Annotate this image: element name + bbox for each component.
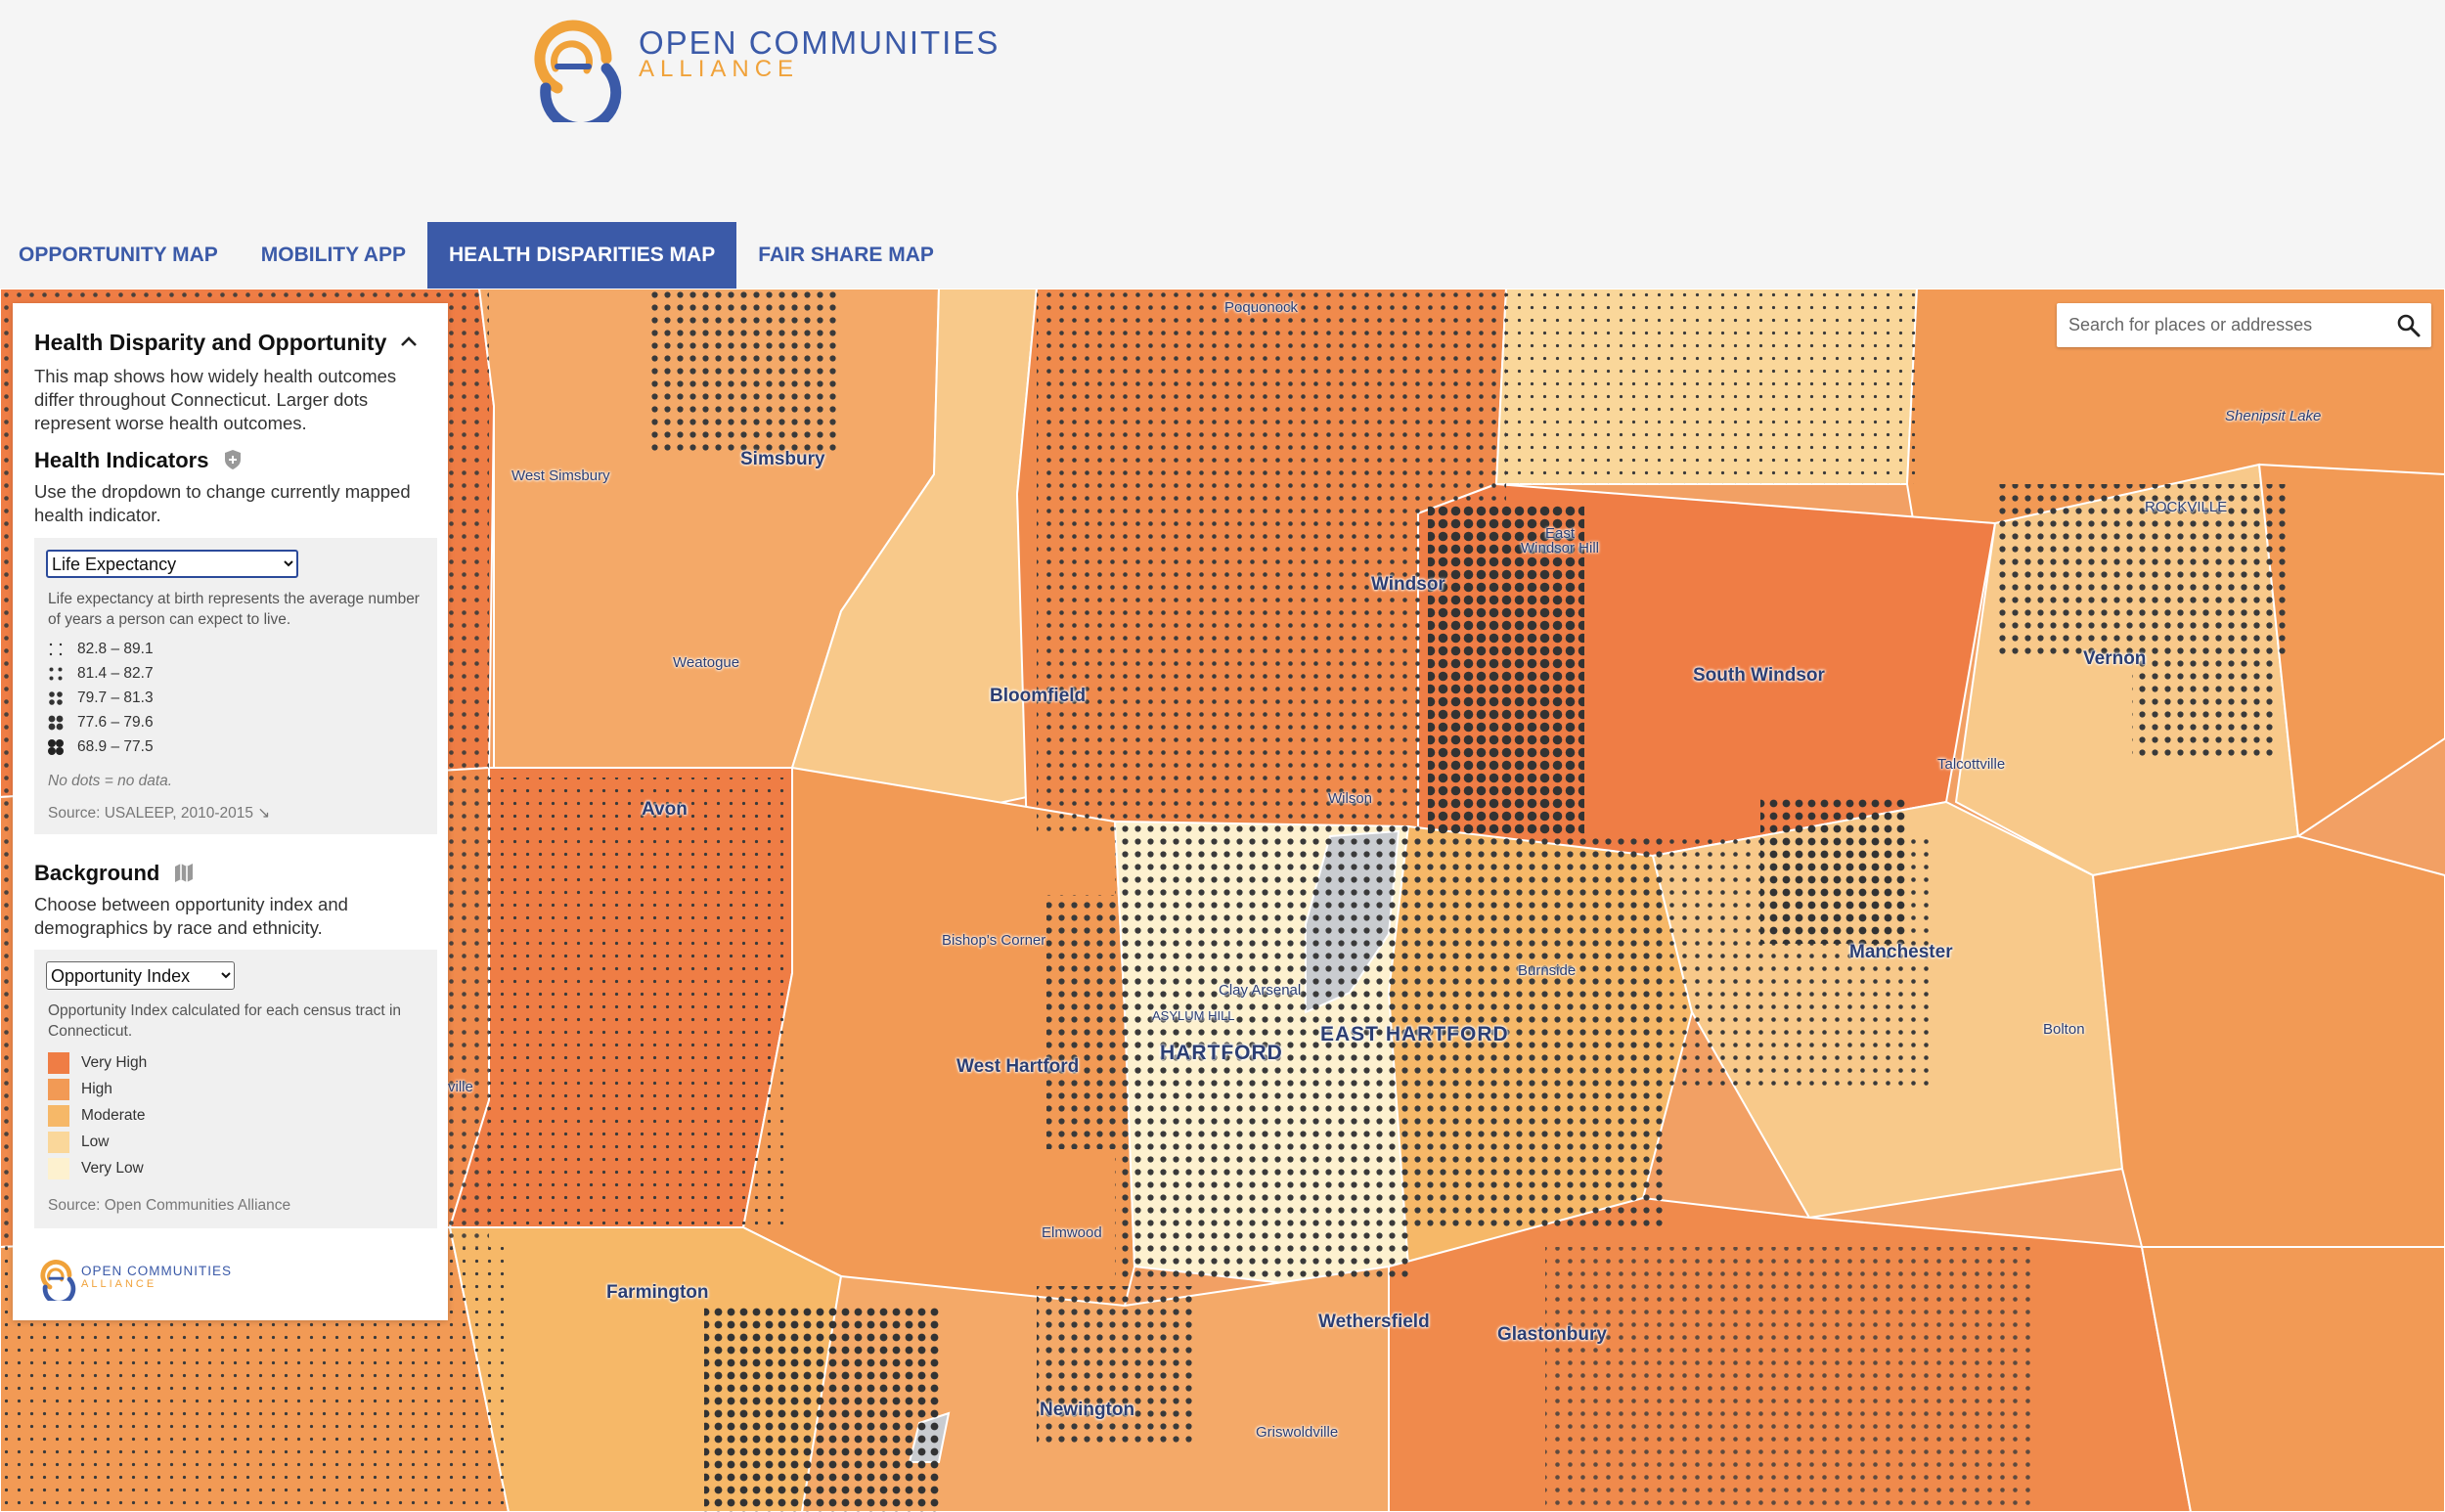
swatch-very-low: [48, 1158, 69, 1179]
place-label: Vernon: [2083, 648, 2147, 669]
swatch-moderate: [48, 1105, 69, 1127]
map-icon: [175, 864, 194, 882]
dot-range-label: 79.7 – 81.3: [77, 689, 154, 706]
place-label: West Hartford: [956, 1056, 1080, 1077]
place-label: Avon: [642, 799, 688, 820]
dot-legend-row: 81.4 – 82.7: [48, 663, 154, 685]
health-indicator-explanation: Life expectancy at birth represents the …: [48, 591, 420, 628]
place-label: Elmwood: [1042, 1224, 1102, 1241]
place-label: EAST HARTFORD: [1320, 1023, 1509, 1045]
oca-logo-mark-icon: [534, 20, 622, 122]
place-label: Poquonock: [1224, 299, 1299, 316]
health-source-link[interactable]: Source: USALEEP, 2010-2015 ↘: [48, 805, 271, 822]
background-box: Opportunity Index Opportunity Index calc…: [34, 950, 437, 1228]
background-source: Source: Open Communities Alliance: [48, 1197, 291, 1214]
dot-size-1-icon: [49, 643, 63, 656]
background-description: Choose between opportunity index and dem…: [34, 894, 348, 938]
chevron-up-icon[interactable]: [398, 331, 420, 352]
legend-panel: Health Disparity and Opportunity This ma…: [13, 303, 448, 1320]
place-label: Simsbury: [740, 449, 825, 469]
place-label: HARTFORD: [1160, 1042, 1283, 1064]
shield-plus-icon: [224, 450, 241, 469]
panel-logo-text-primary: OPEN COMMUNITIES: [81, 1264, 233, 1278]
opportunity-legend-row: Low: [48, 1132, 109, 1153]
health-indicators-heading: Health Indicators: [34, 448, 209, 472]
oca-logo[interactable]: OPEN COMMUNITIES ALLIANCE: [518, 0, 998, 122]
opportunity-class-label: High: [81, 1081, 112, 1097]
opportunity-class-label: Moderate: [81, 1107, 146, 1124]
place-label: Griswoldville: [1256, 1424, 1339, 1441]
health-indicators-description: Use the dropdown to change currently map…: [34, 481, 411, 525]
place-label: Bloomfield: [990, 686, 1087, 706]
place-label: West Simsbury: [511, 467, 610, 484]
place-label: South Windsor: [1693, 665, 1825, 686]
logo-text-secondary: ALLIANCE: [639, 56, 800, 82]
opportunity-legend-row: High: [48, 1079, 112, 1100]
opportunity-legend-row: Very High: [48, 1052, 147, 1074]
oca-logo-mark-icon: [40, 1260, 76, 1306]
tab-health-disparities-map[interactable]: HEALTH DISPARITIES MAP: [426, 222, 737, 289]
panel-title: Health Disparity and Opportunity: [34, 330, 387, 355]
background-explanation: Opportunity Index calculated for each ce…: [48, 1002, 402, 1040]
place-label: ASYLUM HILL: [1152, 1008, 1235, 1023]
health-indicator-select[interactable]: Life Expectancy: [46, 550, 298, 578]
search-input[interactable]: [2057, 303, 2384, 347]
swatch-very-high: [48, 1052, 69, 1074]
opportunity-legend-row: Moderate: [48, 1105, 145, 1127]
place-label: ROCKVILLE: [2145, 499, 2228, 515]
dot-legend-row: 82.8 – 89.1: [48, 639, 154, 660]
place-label: Wilson: [1328, 790, 1373, 807]
swatch-high: [48, 1079, 69, 1100]
panel-logo[interactable]: OPEN COMMUNITIES ALLIANCE: [34, 1252, 233, 1306]
dot-range-label: 82.8 – 89.1: [77, 641, 154, 657]
opportunity-class-label: Very Low: [81, 1160, 144, 1177]
dot-range-label: 77.6 – 79.6: [77, 714, 154, 731]
dot-legend-row: 79.7 – 81.3: [48, 688, 154, 709]
opportunity-class-label: Very High: [81, 1054, 148, 1071]
dot-legend-row: 77.6 – 79.6: [48, 712, 154, 734]
place-label: Farmington: [606, 1282, 709, 1303]
dot-range-label: 81.4 – 82.7: [77, 665, 154, 682]
place-label: East Windsor Hill: [1521, 525, 1600, 556]
logo-text-primary: OPEN COMMUNITIES: [639, 24, 1000, 61]
no-data-note: No dots = no data.: [48, 773, 173, 789]
place-label: Windsor: [1371, 574, 1445, 595]
background-heading: Background: [34, 861, 160, 885]
place-label: Manchester: [1849, 942, 1953, 962]
tab-mobility-app[interactable]: MOBILITY APP: [260, 244, 406, 266]
tab-fair-share-map[interactable]: FAIR SHARE MAP: [758, 244, 934, 266]
opportunity-class-label: Low: [81, 1134, 110, 1150]
site-header: OPEN COMMUNITIES ALLIANCE: [0, 0, 2445, 222]
panel-intro: This map shows how widely health outcome…: [34, 366, 397, 433]
place-label: Burnside: [1518, 962, 1577, 979]
opportunity-legend-row: Very Low: [48, 1158, 144, 1179]
health-indicator-box: Life Expectancy Life expectancy at birth…: [34, 538, 437, 834]
dot-size-4-icon: [48, 715, 64, 731]
background-heading-wrap: Background: [34, 861, 195, 886]
dot-range-label: 68.9 – 77.5: [77, 738, 154, 755]
main-nav: OPPORTUNITY MAP MOBILITY APP HEALTH DISP…: [0, 222, 956, 289]
dot-size-3-icon: [49, 691, 63, 705]
background-select[interactable]: Opportunity Index: [46, 961, 235, 990]
place-label: Shenipsit Lake: [2225, 408, 2322, 424]
place-label: Clay Arsenal: [1219, 982, 1302, 999]
place-label: ville: [448, 1079, 473, 1095]
place-label: Glastonbury: [1497, 1324, 1607, 1345]
place-label: Newington: [1040, 1400, 1135, 1420]
search-icon[interactable]: [2396, 313, 2422, 338]
panel-logo-text-secondary: ALLIANCE: [81, 1278, 157, 1290]
dot-legend-row: 68.9 – 77.5: [48, 736, 154, 758]
place-label: Weatogue: [673, 654, 740, 671]
place-label: Wethersfield: [1318, 1312, 1430, 1332]
dot-size-2-icon: [49, 667, 63, 681]
place-label: Talcottville: [1937, 756, 2006, 773]
swatch-low: [48, 1132, 69, 1153]
health-indicators-heading-wrap: Health Indicators: [34, 448, 243, 473]
place-label: Bishop's Corner: [942, 932, 1046, 949]
place-label: Bolton: [2043, 1021, 2085, 1038]
map-search: [2057, 303, 2431, 347]
dot-size-5-icon: [48, 739, 64, 755]
tab-opportunity-map[interactable]: OPPORTUNITY MAP: [19, 244, 218, 266]
